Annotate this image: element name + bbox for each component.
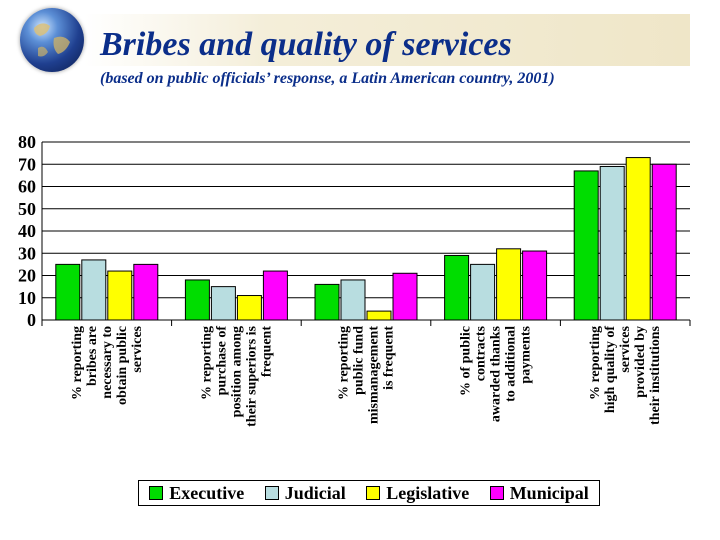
bar <box>262 270 288 321</box>
bar <box>55 263 81 321</box>
legend-item: Legislative <box>366 483 469 504</box>
category-label: obtain public <box>115 326 130 405</box>
category-label: payments <box>519 325 534 383</box>
bar <box>651 163 677 321</box>
globe-icon <box>20 8 84 72</box>
category-label: their institutions <box>648 325 663 424</box>
legend-swatch <box>149 486 164 500</box>
category-label: services <box>130 325 145 372</box>
category-label: provided by <box>633 326 648 398</box>
legend-swatch <box>489 486 504 500</box>
category-label: their superiors is <box>244 325 259 426</box>
category-label: bribes are <box>85 326 100 386</box>
bar <box>133 263 159 321</box>
category-label: awarded thanks <box>489 325 504 422</box>
bar <box>184 279 210 321</box>
category-label: necessary to <box>100 326 115 399</box>
category-label: public fund <box>352 326 367 395</box>
legend-swatch <box>366 486 381 500</box>
y-tick-label: 80 <box>18 132 36 152</box>
page-subtitle: (based on public officials’ response, a … <box>100 70 555 87</box>
page-title: Bribes and quality of services <box>100 26 512 63</box>
legend-label: Judicial <box>284 482 346 503</box>
category-label: % reporting <box>199 326 214 400</box>
bar <box>522 250 548 321</box>
legend: Executive Judicial Legislative Municipal <box>138 480 600 506</box>
y-tick-label: 40 <box>18 221 36 241</box>
category-label: % reporting <box>70 326 85 400</box>
legend-item: Judicial <box>264 482 346 504</box>
legend-label: Legislative <box>386 482 470 503</box>
category-label: % of public <box>459 326 474 396</box>
category-label: frequent <box>259 326 274 377</box>
category-label: high quality of <box>603 326 618 413</box>
bar <box>340 279 366 321</box>
title-band <box>84 14 690 66</box>
bar <box>81 259 107 321</box>
bar <box>573 170 599 321</box>
category-label: to additional <box>504 326 519 402</box>
y-tick-label: 0 <box>27 310 36 330</box>
bar <box>496 248 522 321</box>
bar <box>236 295 262 321</box>
bar <box>366 310 392 321</box>
bar <box>599 165 625 321</box>
bar <box>625 157 651 321</box>
bar <box>314 283 340 321</box>
y-tick-label: 10 <box>18 288 36 308</box>
legend-item: Municipal <box>489 482 589 504</box>
bar <box>107 270 133 321</box>
bar <box>210 286 236 321</box>
bar <box>444 254 470 321</box>
category-label: % reporting <box>588 326 603 400</box>
legend-label: Municipal <box>509 482 589 503</box>
y-tick-label: 60 <box>18 177 36 197</box>
y-tick-label: 70 <box>18 154 36 174</box>
category-label: % reporting <box>337 326 352 400</box>
category-label: contracts <box>474 325 489 381</box>
legend-label: Executive <box>169 482 245 503</box>
y-tick-label: 20 <box>18 266 36 286</box>
y-tick-label: 30 <box>18 243 36 263</box>
category-label: services <box>618 325 633 372</box>
category-label: mismanagement <box>367 326 382 424</box>
category-label: position among <box>229 326 244 417</box>
category-label: purchase of <box>214 326 229 396</box>
legend-swatch <box>264 486 279 500</box>
legend-item: Executive <box>149 483 244 504</box>
category-label: is frequent <box>382 326 397 390</box>
bar <box>392 272 418 321</box>
bar <box>470 263 496 321</box>
y-tick-label: 50 <box>18 199 36 219</box>
